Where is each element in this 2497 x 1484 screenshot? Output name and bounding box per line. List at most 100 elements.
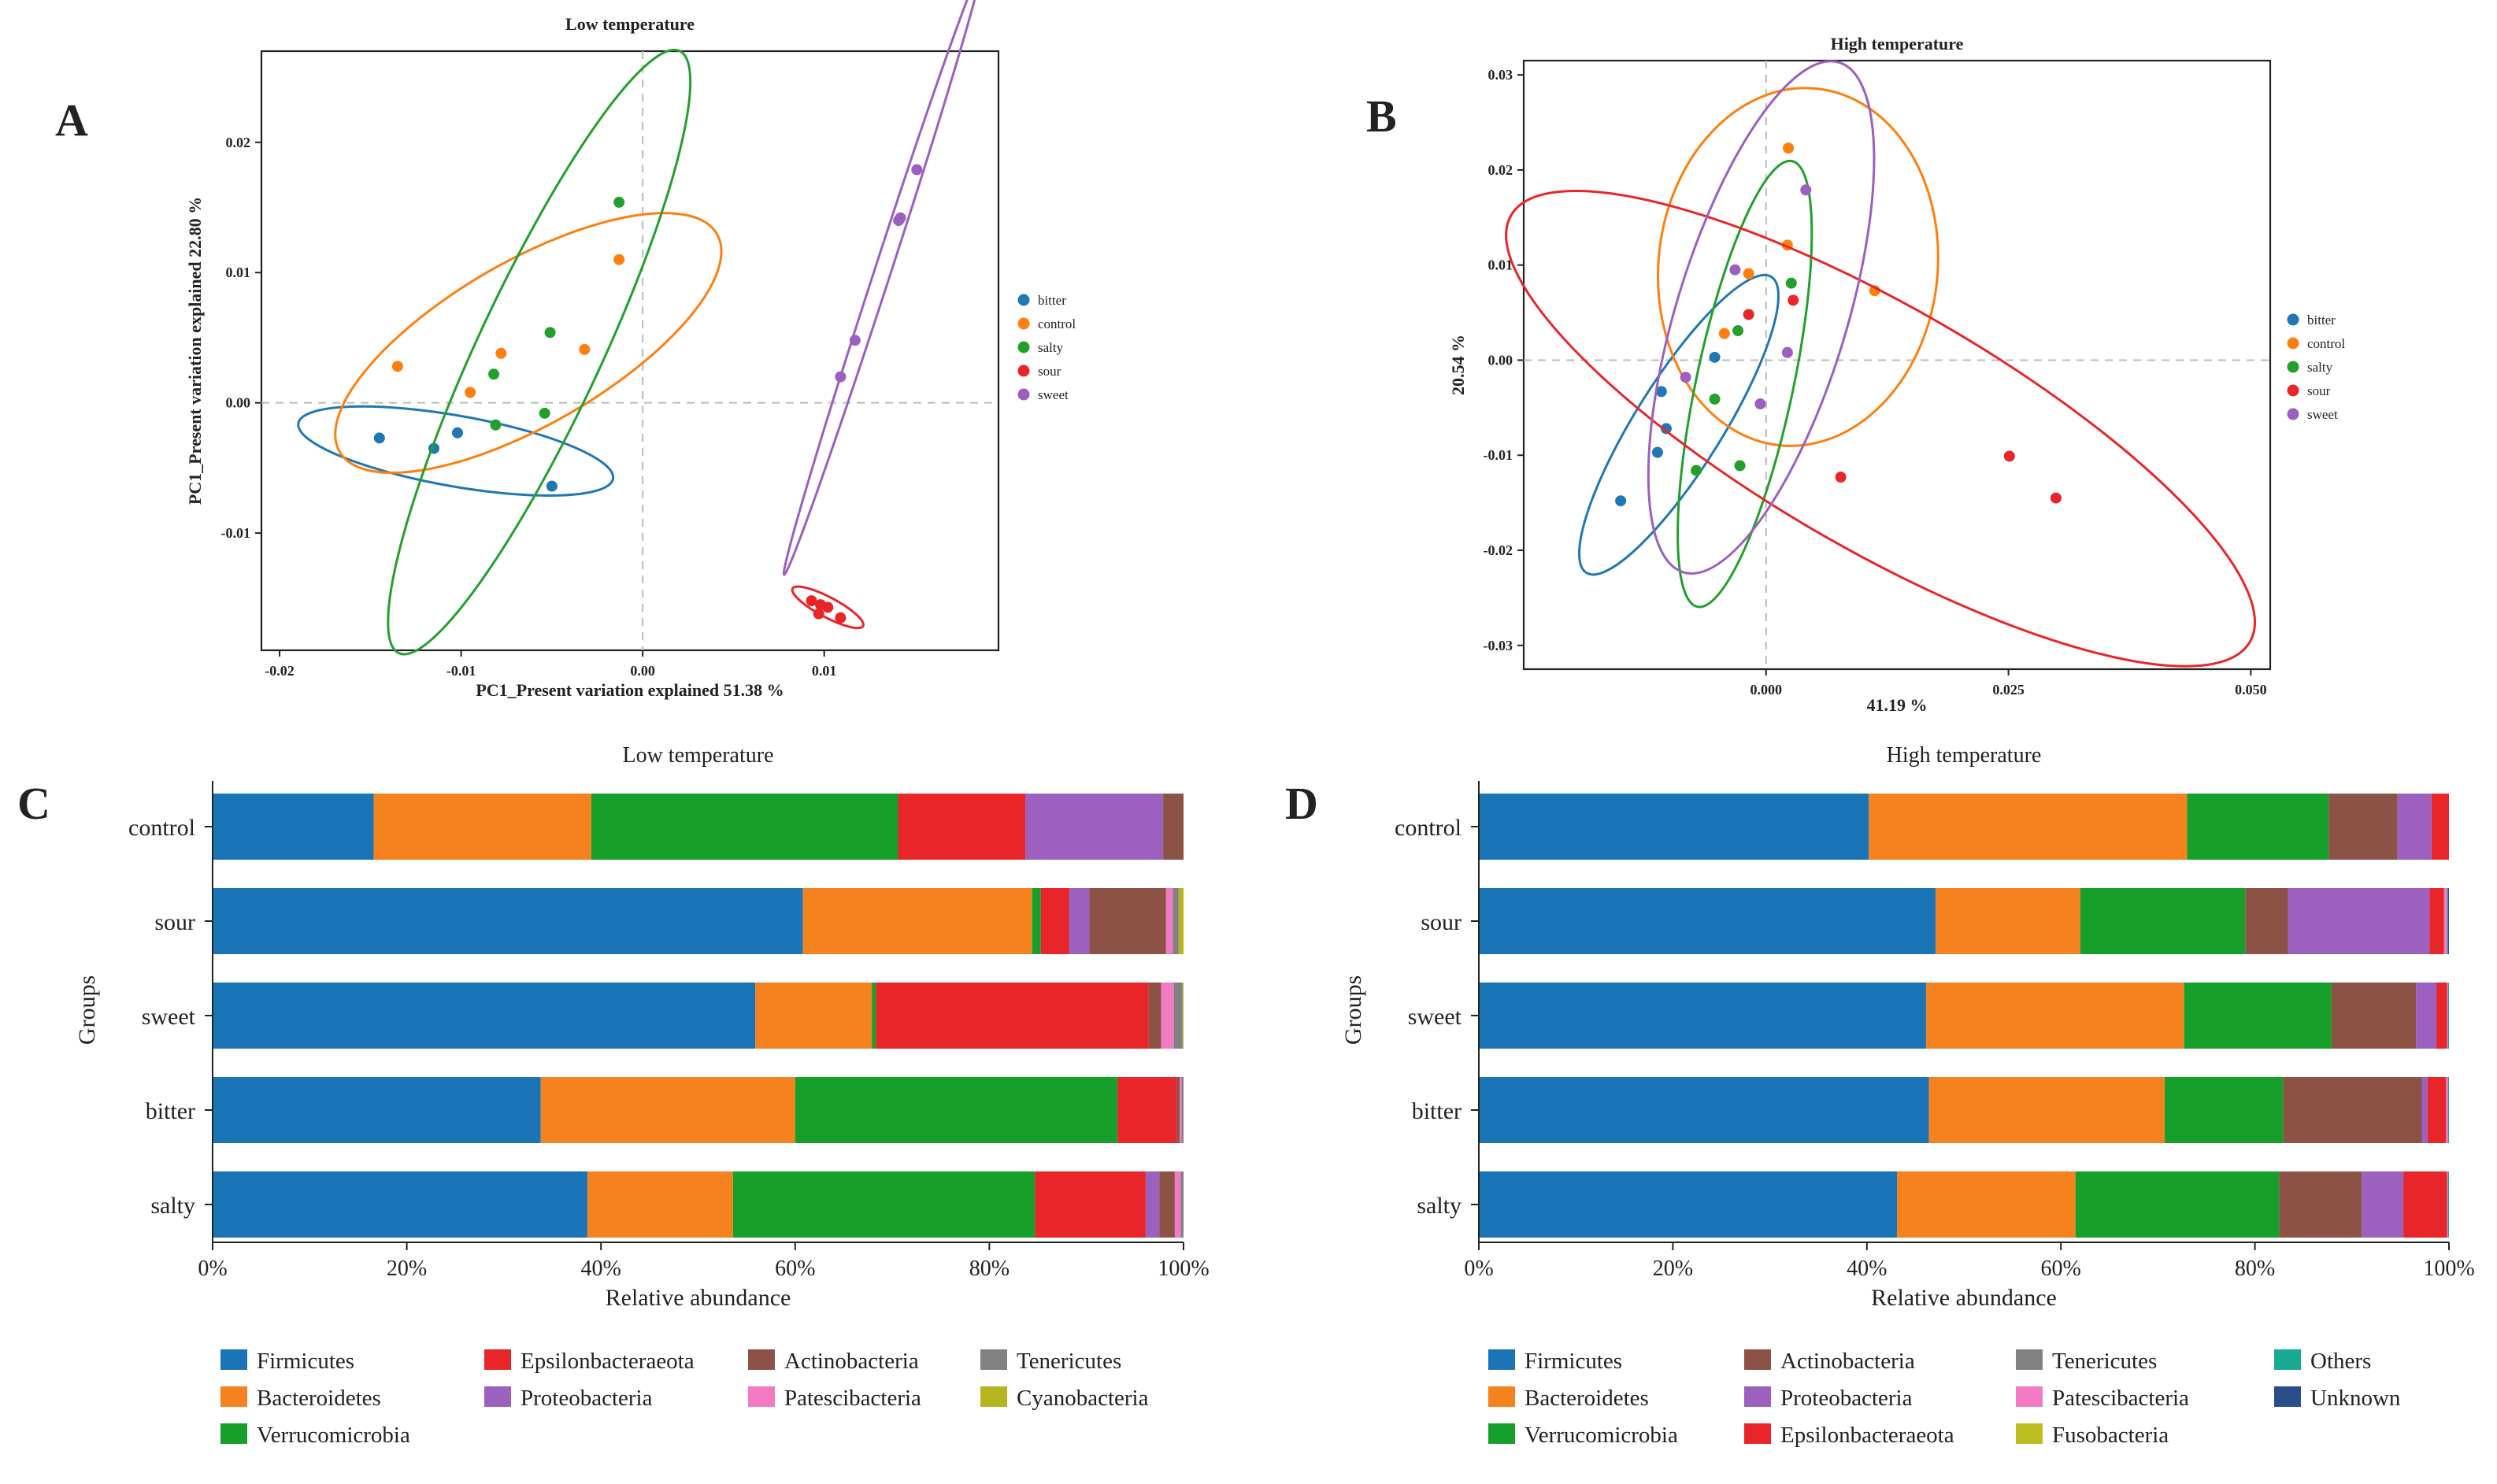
bar-segment-sour-Bacteroidetes: [1936, 888, 2080, 954]
legend-swatch-Others: [2274, 1349, 2301, 1370]
y-tick-label: -0.02: [1484, 542, 1513, 558]
bar-segment-sour-Firmicutes: [213, 888, 803, 954]
legend-swatch-Actinobacteria: [1744, 1349, 1771, 1370]
bar-segment-sweet-Proteobacteria: [2416, 983, 2436, 1049]
category-label-bitter: bitter: [146, 1098, 195, 1124]
bar-segment-sour-Patescibacteria: [2443, 888, 2447, 954]
abundance-chart-low-temperature: Low temperature control sour sweet bitter sal…: [74, 743, 1210, 1448]
legend-swatch-Patescibacteria: [2016, 1386, 2043, 1407]
bar-segment-sweet-Tenericutes: [1173, 983, 1183, 1049]
bar-segment-control-Proteobacteria: [1025, 794, 1164, 860]
data-point-salty: [1734, 460, 1746, 472]
y-axis-label: Groups: [74, 975, 100, 1045]
bar-segment-sour-Epsilonbacteraeota: [1040, 888, 1069, 954]
bar-segment-salty-Verrucomicrobia: [732, 1171, 1035, 1238]
legend-swatch-Bacteroidetes: [220, 1386, 247, 1407]
legend-marker-sour: [2287, 384, 2299, 397]
panel-label-c: C: [17, 778, 50, 829]
data-point-sour: [1788, 294, 1799, 306]
x-tick-label: 0.01: [812, 663, 837, 679]
data-point-sweet: [911, 164, 923, 176]
legend-label-Bacteroidetes: Bacteroidetes: [257, 1386, 381, 1411]
legend-marker-bitter: [1017, 294, 1030, 306]
chart-title: Low temperature: [565, 14, 695, 34]
y-axis-label: PC1_Present variation explained 22.80 %: [185, 197, 205, 505]
bar-segment-sour-Verrucomicrobia: [2080, 888, 2246, 954]
bar-segment-salty-Tenericutes: [1180, 1171, 1184, 1238]
data-point-control: [1743, 268, 1754, 279]
legend-label-Proteobacteria: Proteobacteria: [521, 1386, 653, 1411]
y-tick-label: 0.01: [226, 265, 251, 280]
legend-label-Verrucomicrobia: Verrucomicrobia: [1525, 1423, 1678, 1448]
data-point-sour: [1835, 472, 1847, 483]
bar-segment-sweet-Firmicutes: [1479, 983, 1926, 1049]
legend-marker-bitter: [2287, 313, 2299, 326]
legend-label-Firmicutes: Firmicutes: [1525, 1349, 1622, 1374]
chart-title: High temperature: [1887, 743, 2042, 768]
legend-marker-salty: [1017, 341, 1030, 353]
bar-segment-control-Actinobacteria: [1163, 794, 1184, 860]
bar-segment-salty-Proteobacteria: [1145, 1171, 1160, 1238]
bar-segment-sour-Actinobacteria: [1089, 888, 1166, 954]
legend-swatch-Epsilonbacteraeota: [1744, 1423, 1771, 1444]
data-point-control: [391, 361, 403, 372]
legend-label-Proteobacteria: Proteobacteria: [1780, 1386, 1913, 1411]
x-tick-label: 60%: [2041, 1256, 2081, 1281]
legend-label-Tenericutes: Tenericutes: [1017, 1349, 1121, 1374]
bar-segment-sour-Verrucomicrobia: [1032, 888, 1041, 954]
legend-swatch-Firmicutes: [1488, 1349, 1515, 1370]
bar-segment-sour-Proteobacteria: [1069, 888, 1090, 954]
category-label-control: control: [1395, 815, 1462, 841]
bar-segment-sweet-Actinobacteria: [1148, 983, 1161, 1049]
legend-label-Bacteroidetes: Bacteroidetes: [1525, 1386, 1649, 1411]
legend-label-Patescibacteria: Patescibacteria: [784, 1386, 921, 1411]
legend-label-Epsilonbacteraeota: Epsilonbacteraeota: [1780, 1423, 1954, 1448]
legend-label-Epsilonbacteraeota: Epsilonbacteraeota: [521, 1349, 695, 1374]
data-point-sour: [813, 608, 824, 620]
data-point-salty: [1691, 464, 1702, 476]
bar-segment-sour-Epsilonbacteraeota: [2429, 888, 2444, 954]
bar-segment-sour-Unknown: [2447, 888, 2449, 954]
legend-marker-control: [1017, 317, 1030, 330]
bar-segment-salty-Others: [2447, 1171, 2449, 1238]
legend-label-Actinobacteria: Actinobacteria: [1780, 1349, 1915, 1374]
data-point-sweet: [849, 335, 861, 346]
pca-chart-high-temperature: High temperature 0.000 0.025 0.050 -0.03 -0.0…: [1448, 34, 2345, 715]
data-point-salty: [490, 419, 502, 431]
bar-segment-sour-Firmicutes: [1479, 888, 1936, 954]
bar-segment-sweet-Epsilonbacteraeota: [2436, 983, 2447, 1049]
legend-label-salty: salty: [2307, 360, 2333, 375]
category-label-sour: sour: [1421, 909, 1462, 935]
legend-label-control: control: [2307, 336, 2345, 351]
category-label-sweet: sweet: [142, 1004, 196, 1030]
confidence-ellipse-sweet: [782, 0, 983, 576]
legend-marker-salty: [2287, 361, 2299, 373]
bar-segment-bitter-Actinobacteria: [1176, 1077, 1180, 1143]
data-point-sweet: [1800, 184, 1812, 196]
legend-marker-sour: [1017, 365, 1030, 377]
legend-label-Cyanobacteria: Cyanobacteria: [1017, 1386, 1149, 1411]
x-tick-label: -0.01: [446, 663, 476, 679]
x-tick-label: 0.025: [1992, 682, 2025, 698]
bar-segment-sweet-Actinobacteria: [2331, 983, 2417, 1049]
bar-segment-bitter-Epsilonbacteraeota: [2427, 1077, 2447, 1143]
data-point-bitter: [451, 427, 463, 439]
bar-segment-sweet-Patescibacteria: [1161, 983, 1174, 1049]
x-tick-label: 20%: [387, 1256, 427, 1281]
data-point-salty: [539, 407, 550, 419]
data-point-sour: [2050, 492, 2062, 504]
y-tick-label: 0.00: [226, 395, 251, 411]
pca-chart-low-temperature: Low temperature -0.02 -0.01 0.00 0.01 -0.01 0.…: [185, 0, 1076, 700]
bar-segment-bitter-Epsilonbacteraeota: [1117, 1077, 1177, 1143]
bar-segment-sweet-Bacteroidetes: [755, 983, 872, 1049]
legend-label-sweet: sweet: [1038, 387, 1069, 402]
data-point-sour: [2003, 450, 2015, 462]
data-point-control: [465, 387, 476, 398]
bar-segment-salty-Epsilonbacteraeota: [2403, 1171, 2447, 1238]
legend-label-control: control: [1038, 316, 1076, 331]
x-tick-label: 40%: [581, 1256, 621, 1281]
x-tick-label: 0.00: [630, 663, 655, 679]
panel-label-b: B: [1366, 91, 1397, 142]
bar-segment-salty-Verrucomicrobia: [2075, 1171, 2280, 1238]
bar-segment-sour-Bacteroidetes: [802, 888, 1032, 954]
